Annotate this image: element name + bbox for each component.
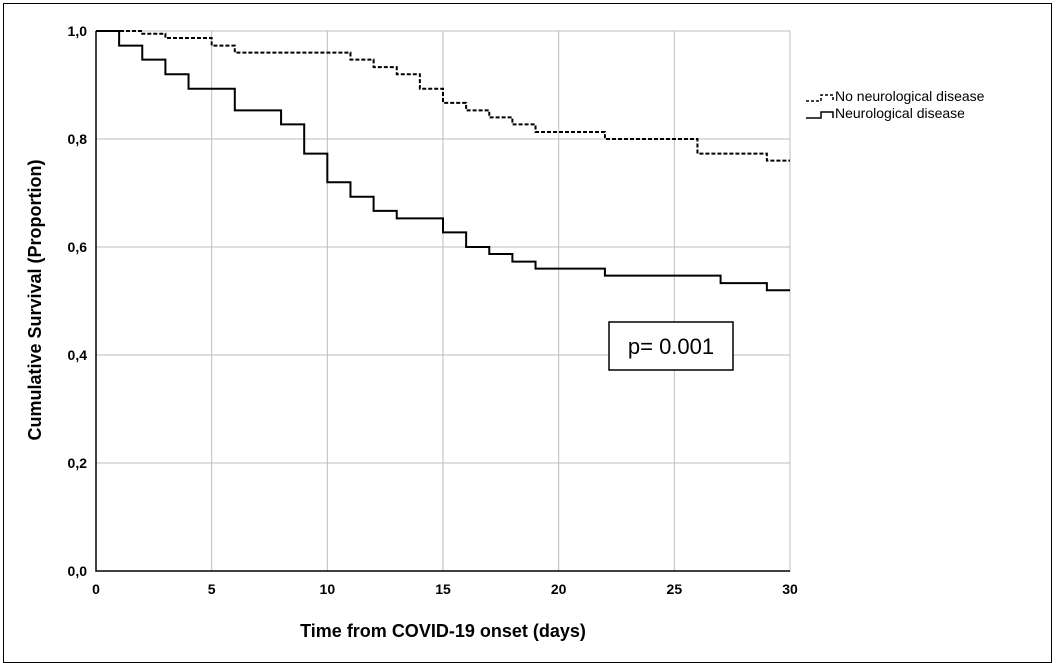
tick-labels: 0 5 10 15 20 25 30 0,0 0,2 0,4 0,6 0,8 1,0	[68, 23, 798, 597]
y-tick-label: 0,8	[68, 131, 88, 147]
annotation-text: p= 0.001	[628, 334, 714, 359]
legend-swatch-solid	[806, 111, 834, 119]
y-tick-label: 0,2	[68, 455, 88, 471]
x-tick-label: 10	[320, 581, 336, 597]
x-axis-label: Time from COVID-19 onset (days)	[300, 621, 586, 641]
x-tick-label: 20	[551, 581, 567, 597]
p-value-annotation: p= 0.001	[608, 321, 734, 371]
y-tick-label: 0,0	[68, 563, 88, 579]
legend-label-neurological: Neurological disease	[835, 105, 965, 121]
axes-lines	[95, 31, 790, 572]
y-tick-label: 0,6	[68, 239, 88, 255]
series-line-neurological	[96, 30, 790, 292]
y-tick-label: 0,4	[68, 347, 88, 363]
legend-swatch-dashed	[806, 94, 834, 102]
annotation-box	[608, 321, 734, 371]
plot-area	[95, 30, 791, 572]
legend: No neurological disease Neurological dis…	[806, 88, 985, 121]
legend-item-no-neurological: No neurological disease	[806, 88, 985, 104]
x-tick-label: 5	[208, 581, 216, 597]
x-tick-label: 0	[92, 581, 100, 597]
x-tick-label: 15	[435, 581, 451, 597]
grid-lines	[96, 31, 790, 571]
x-tick-label: 25	[667, 581, 683, 597]
legend-label-no-neurological: No neurological disease	[835, 88, 985, 104]
y-tick-label: 1,0	[68, 23, 88, 39]
x-tick-label: 30	[782, 581, 798, 597]
series-line-no-neurological	[96, 30, 790, 162]
legend-item-neurological: Neurological disease	[806, 105, 965, 121]
y-axis-label: Cumulative Survival (Proportion)	[25, 159, 45, 440]
series-group	[96, 30, 790, 292]
